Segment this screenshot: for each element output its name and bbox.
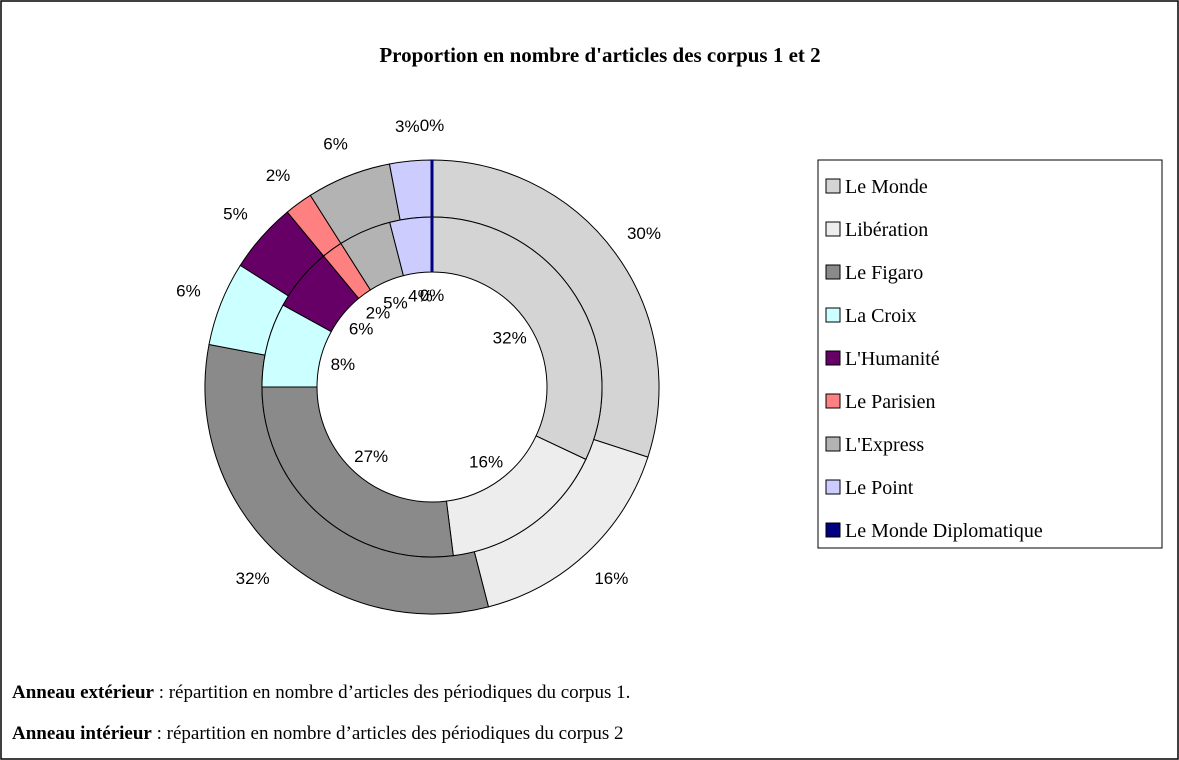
chart-title: Proportion en nombre d'articles des corp…: [379, 43, 820, 67]
legend-swatch: [825, 221, 841, 237]
legend-swatch: [825, 264, 841, 280]
data-label: 5%: [383, 294, 408, 313]
data-label: 2%: [266, 166, 291, 185]
data-label: 0%: [420, 116, 445, 135]
legend-swatch: [825, 393, 841, 409]
legend-swatch: [825, 522, 841, 538]
note-text: : répartition en nombre d’articles des p…: [152, 723, 624, 744]
note: Anneau extérieur : répartition en nombre…: [12, 682, 630, 703]
data-label: 0%: [420, 286, 445, 305]
data-label: 6%: [349, 319, 374, 338]
note-bold: Anneau extérieur: [12, 682, 155, 703]
data-label: 5%: [223, 205, 248, 224]
legend-swatch: [825, 436, 841, 452]
legend-swatch: [825, 178, 841, 194]
data-label: 4%: [408, 287, 433, 306]
data-label: 2%: [366, 304, 391, 323]
legend-label: Libération: [845, 219, 928, 241]
legend-label: L'Humanité: [845, 348, 940, 370]
legend-swatch: [825, 350, 841, 366]
data-label: 3%: [395, 117, 420, 136]
legend-swatch: [825, 307, 841, 323]
data-label: 6%: [323, 134, 348, 153]
legend-label: Le Figaro: [845, 262, 923, 284]
note: Anneau intérieur : répartition en nombre…: [12, 723, 624, 744]
data-label: 32%: [493, 329, 527, 348]
legend-label: Le Monde: [845, 176, 928, 198]
legend-label: L'Express: [845, 434, 924, 456]
note-bold: Anneau intérieur: [12, 723, 152, 744]
data-label: 6%: [176, 282, 201, 301]
slice: [261, 386, 454, 558]
legend-label: Le Parisien: [845, 391, 936, 413]
legend-swatch: [825, 479, 841, 495]
data-label: 32%: [236, 569, 270, 588]
data-label: 16%: [594, 569, 628, 588]
slice: [431, 216, 603, 461]
legend-label: La Croix: [845, 305, 917, 327]
note-text: : répartition en nombre d’articles des p…: [154, 682, 630, 703]
legend-box: [817, 159, 1163, 549]
data-label: 8%: [331, 355, 356, 374]
data-label: 30%: [627, 224, 661, 243]
legend-label: Le Point: [845, 477, 914, 499]
legend-label: Le Monde Diplomatique: [845, 520, 1043, 542]
data-label: 16%: [469, 452, 503, 471]
data-label: 27%: [354, 447, 388, 466]
